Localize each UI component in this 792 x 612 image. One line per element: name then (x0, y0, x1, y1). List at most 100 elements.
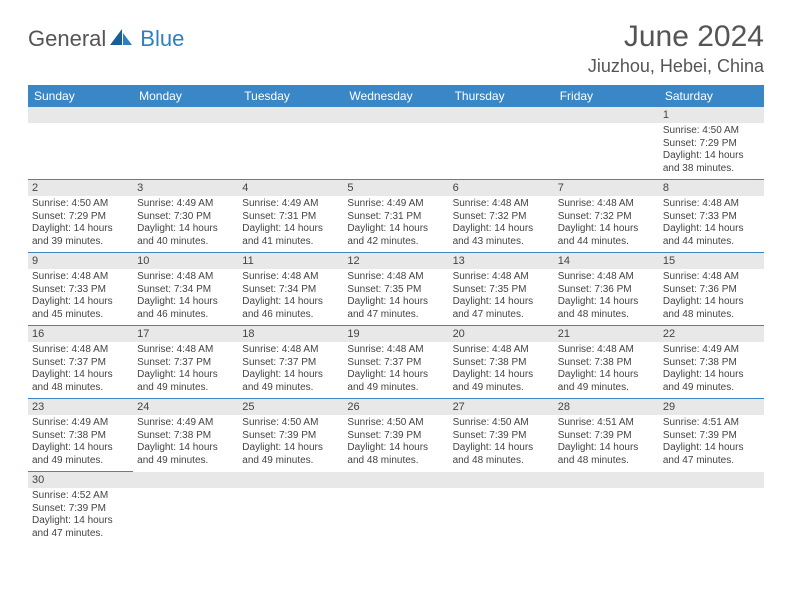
sunset-text: Sunset: 7:38 PM (32, 430, 129, 443)
sunrise-text: Sunrise: 4:49 AM (32, 417, 129, 430)
sunset-text: Sunset: 7:30 PM (137, 211, 234, 224)
day-number-empty (238, 107, 343, 123)
sunset-text: Sunset: 7:38 PM (137, 430, 234, 443)
day-number: 26 (343, 399, 448, 415)
cell-body: Sunrise: 4:48 AMSunset: 7:37 PMDaylight:… (343, 342, 448, 398)
daylight-text: Daylight: 14 hours and 49 minutes. (663, 369, 760, 394)
calendar-row: 23Sunrise: 4:49 AMSunset: 7:38 PMDayligh… (28, 399, 764, 472)
day-number: 20 (449, 326, 554, 342)
sunset-text: Sunset: 7:34 PM (137, 284, 234, 297)
sunrise-text: Sunrise: 4:48 AM (558, 271, 655, 284)
sunset-text: Sunset: 7:37 PM (32, 357, 129, 370)
sunrise-text: Sunrise: 4:50 AM (453, 417, 550, 430)
day-number: 7 (554, 180, 659, 196)
logo-text-1: General (28, 26, 106, 52)
calendar-cell: 15Sunrise: 4:48 AMSunset: 7:36 PMDayligh… (659, 253, 764, 326)
calendar-cell: 7 Sunrise: 4:48 AMSunset: 7:32 PMDaylight… (554, 180, 659, 253)
cell-body: Sunrise: 4:48 AMSunset: 7:35 PMDaylight:… (343, 269, 448, 325)
sunrise-text: Sunrise: 4:49 AM (347, 198, 444, 211)
sunrise-text: Sunrise: 4:48 AM (558, 198, 655, 211)
cell-body: Sunrise: 4:48 AMSunset: 7:33 PMDaylight:… (659, 196, 764, 252)
calendar-row: 9Sunrise: 4:48 AMSunset: 7:33 PMDaylight… (28, 253, 764, 326)
daylight-text: Daylight: 14 hours and 49 minutes. (137, 369, 234, 394)
day-number-empty (133, 107, 238, 123)
daylight-text: Daylight: 14 hours and 49 minutes. (137, 442, 234, 467)
calendar-cell (449, 107, 554, 180)
calendar-cell (554, 107, 659, 180)
daylight-text: Daylight: 14 hours and 44 minutes. (558, 223, 655, 248)
sunrise-text: Sunrise: 4:51 AM (663, 417, 760, 430)
day-number: 4 (238, 180, 343, 196)
weekday-header: Wednesday (343, 85, 448, 107)
day-number-empty (554, 107, 659, 123)
cell-body: Sunrise: 4:51 AMSunset: 7:39 PMDaylight:… (554, 415, 659, 471)
cell-body: Sunrise: 4:48 AMSunset: 7:36 PMDaylight:… (659, 269, 764, 325)
daylight-text: Daylight: 14 hours and 40 minutes. (137, 223, 234, 248)
day-number-empty (554, 472, 659, 488)
cell-body: Sunrise: 4:50 AMSunset: 7:29 PMDaylight:… (659, 123, 764, 179)
calendar-cell: 8Sunrise: 4:48 AMSunset: 7:33 PMDaylight… (659, 180, 764, 253)
day-number: 19 (343, 326, 448, 342)
day-number: 8 (659, 180, 764, 196)
daylight-text: Daylight: 14 hours and 48 minutes. (663, 296, 760, 321)
day-number: 18 (238, 326, 343, 342)
sail-icon (108, 27, 134, 52)
sunrise-text: Sunrise: 4:49 AM (137, 417, 234, 430)
calendar-cell (343, 107, 448, 180)
weekday-header: Sunday (28, 85, 133, 107)
calendar-cell (28, 107, 133, 180)
daylight-text: Daylight: 14 hours and 44 minutes. (663, 223, 760, 248)
calendar-cell: 10Sunrise: 4:48 AMSunset: 7:34 PMDayligh… (133, 253, 238, 326)
calendar-cell: 4Sunrise: 4:49 AMSunset: 7:31 PMDaylight… (238, 180, 343, 253)
sunset-text: Sunset: 7:32 PM (558, 211, 655, 224)
daylight-text: Daylight: 14 hours and 48 minutes. (558, 296, 655, 321)
sunrise-text: Sunrise: 4:48 AM (453, 271, 550, 284)
cell-body: Sunrise: 4:49 AMSunset: 7:31 PMDaylight:… (343, 196, 448, 252)
sunrise-text: Sunrise: 4:49 AM (242, 198, 339, 211)
day-number: 14 (554, 253, 659, 269)
calendar-cell: 30Sunrise: 4:52 AMSunset: 7:39 PMDayligh… (28, 472, 133, 545)
daylight-text: Daylight: 14 hours and 46 minutes. (242, 296, 339, 321)
calendar-cell (449, 472, 554, 545)
day-number-empty (28, 107, 133, 123)
day-number-empty (238, 472, 343, 488)
day-number: 10 (133, 253, 238, 269)
calendar-cell (659, 472, 764, 545)
calendar-cell: 26Sunrise: 4:50 AMSunset: 7:39 PMDayligh… (343, 399, 448, 472)
calendar-cell: 14Sunrise: 4:48 AMSunset: 7:36 PMDayligh… (554, 253, 659, 326)
calendar-cell: 3Sunrise: 4:49 AMSunset: 7:30 PMDaylight… (133, 180, 238, 253)
day-number: 15 (659, 253, 764, 269)
sunset-text: Sunset: 7:29 PM (32, 211, 129, 224)
cell-body: Sunrise: 4:48 AMSunset: 7:38 PMDaylight:… (554, 342, 659, 398)
day-number: 21 (554, 326, 659, 342)
sunrise-text: Sunrise: 4:50 AM (347, 417, 444, 430)
cell-body: Sunrise: 4:49 AMSunset: 7:30 PMDaylight:… (133, 196, 238, 252)
calendar-cell: 2Sunrise: 4:50 AMSunset: 7:29 PMDaylight… (28, 180, 133, 253)
day-number: 13 (449, 253, 554, 269)
sunset-text: Sunset: 7:38 PM (663, 357, 760, 370)
day-number: 12 (343, 253, 448, 269)
day-number: 6 (449, 180, 554, 196)
day-number: 2 (28, 180, 133, 196)
sunset-text: Sunset: 7:31 PM (347, 211, 444, 224)
weekday-header: Thursday (449, 85, 554, 107)
daylight-text: Daylight: 14 hours and 49 minutes. (347, 369, 444, 394)
calendar-cell: 1Sunrise: 4:50 AMSunset: 7:29 PMDaylight… (659, 107, 764, 180)
day-number: 25 (238, 399, 343, 415)
cell-body: Sunrise: 4:48 AMSunset: 7:33 PMDaylight:… (28, 269, 133, 325)
cell-body: Sunrise: 4:48 AMSunset: 7:35 PMDaylight:… (449, 269, 554, 325)
sunrise-text: Sunrise: 4:50 AM (32, 198, 129, 211)
cell-body: Sunrise: 4:49 AMSunset: 7:38 PMDaylight:… (659, 342, 764, 398)
cell-body: Sunrise: 4:48 AMSunset: 7:37 PMDaylight:… (238, 342, 343, 398)
calendar-cell (554, 472, 659, 545)
daylight-text: Daylight: 14 hours and 46 minutes. (137, 296, 234, 321)
calendar-cell: 24 Sunrise: 4:49 AMSunset: 7:38 PMDayligh… (133, 399, 238, 472)
day-number: 24 (133, 399, 238, 415)
month-title: June 2024 (588, 20, 764, 54)
day-number: 23 (28, 399, 133, 415)
logo-text-2: Blue (140, 26, 184, 52)
sunrise-text: Sunrise: 4:48 AM (558, 344, 655, 357)
sunset-text: Sunset: 7:34 PM (242, 284, 339, 297)
calendar-cell: 6Sunrise: 4:48 AMSunset: 7:32 PMDaylight… (449, 180, 554, 253)
day-number: 3 (133, 180, 238, 196)
